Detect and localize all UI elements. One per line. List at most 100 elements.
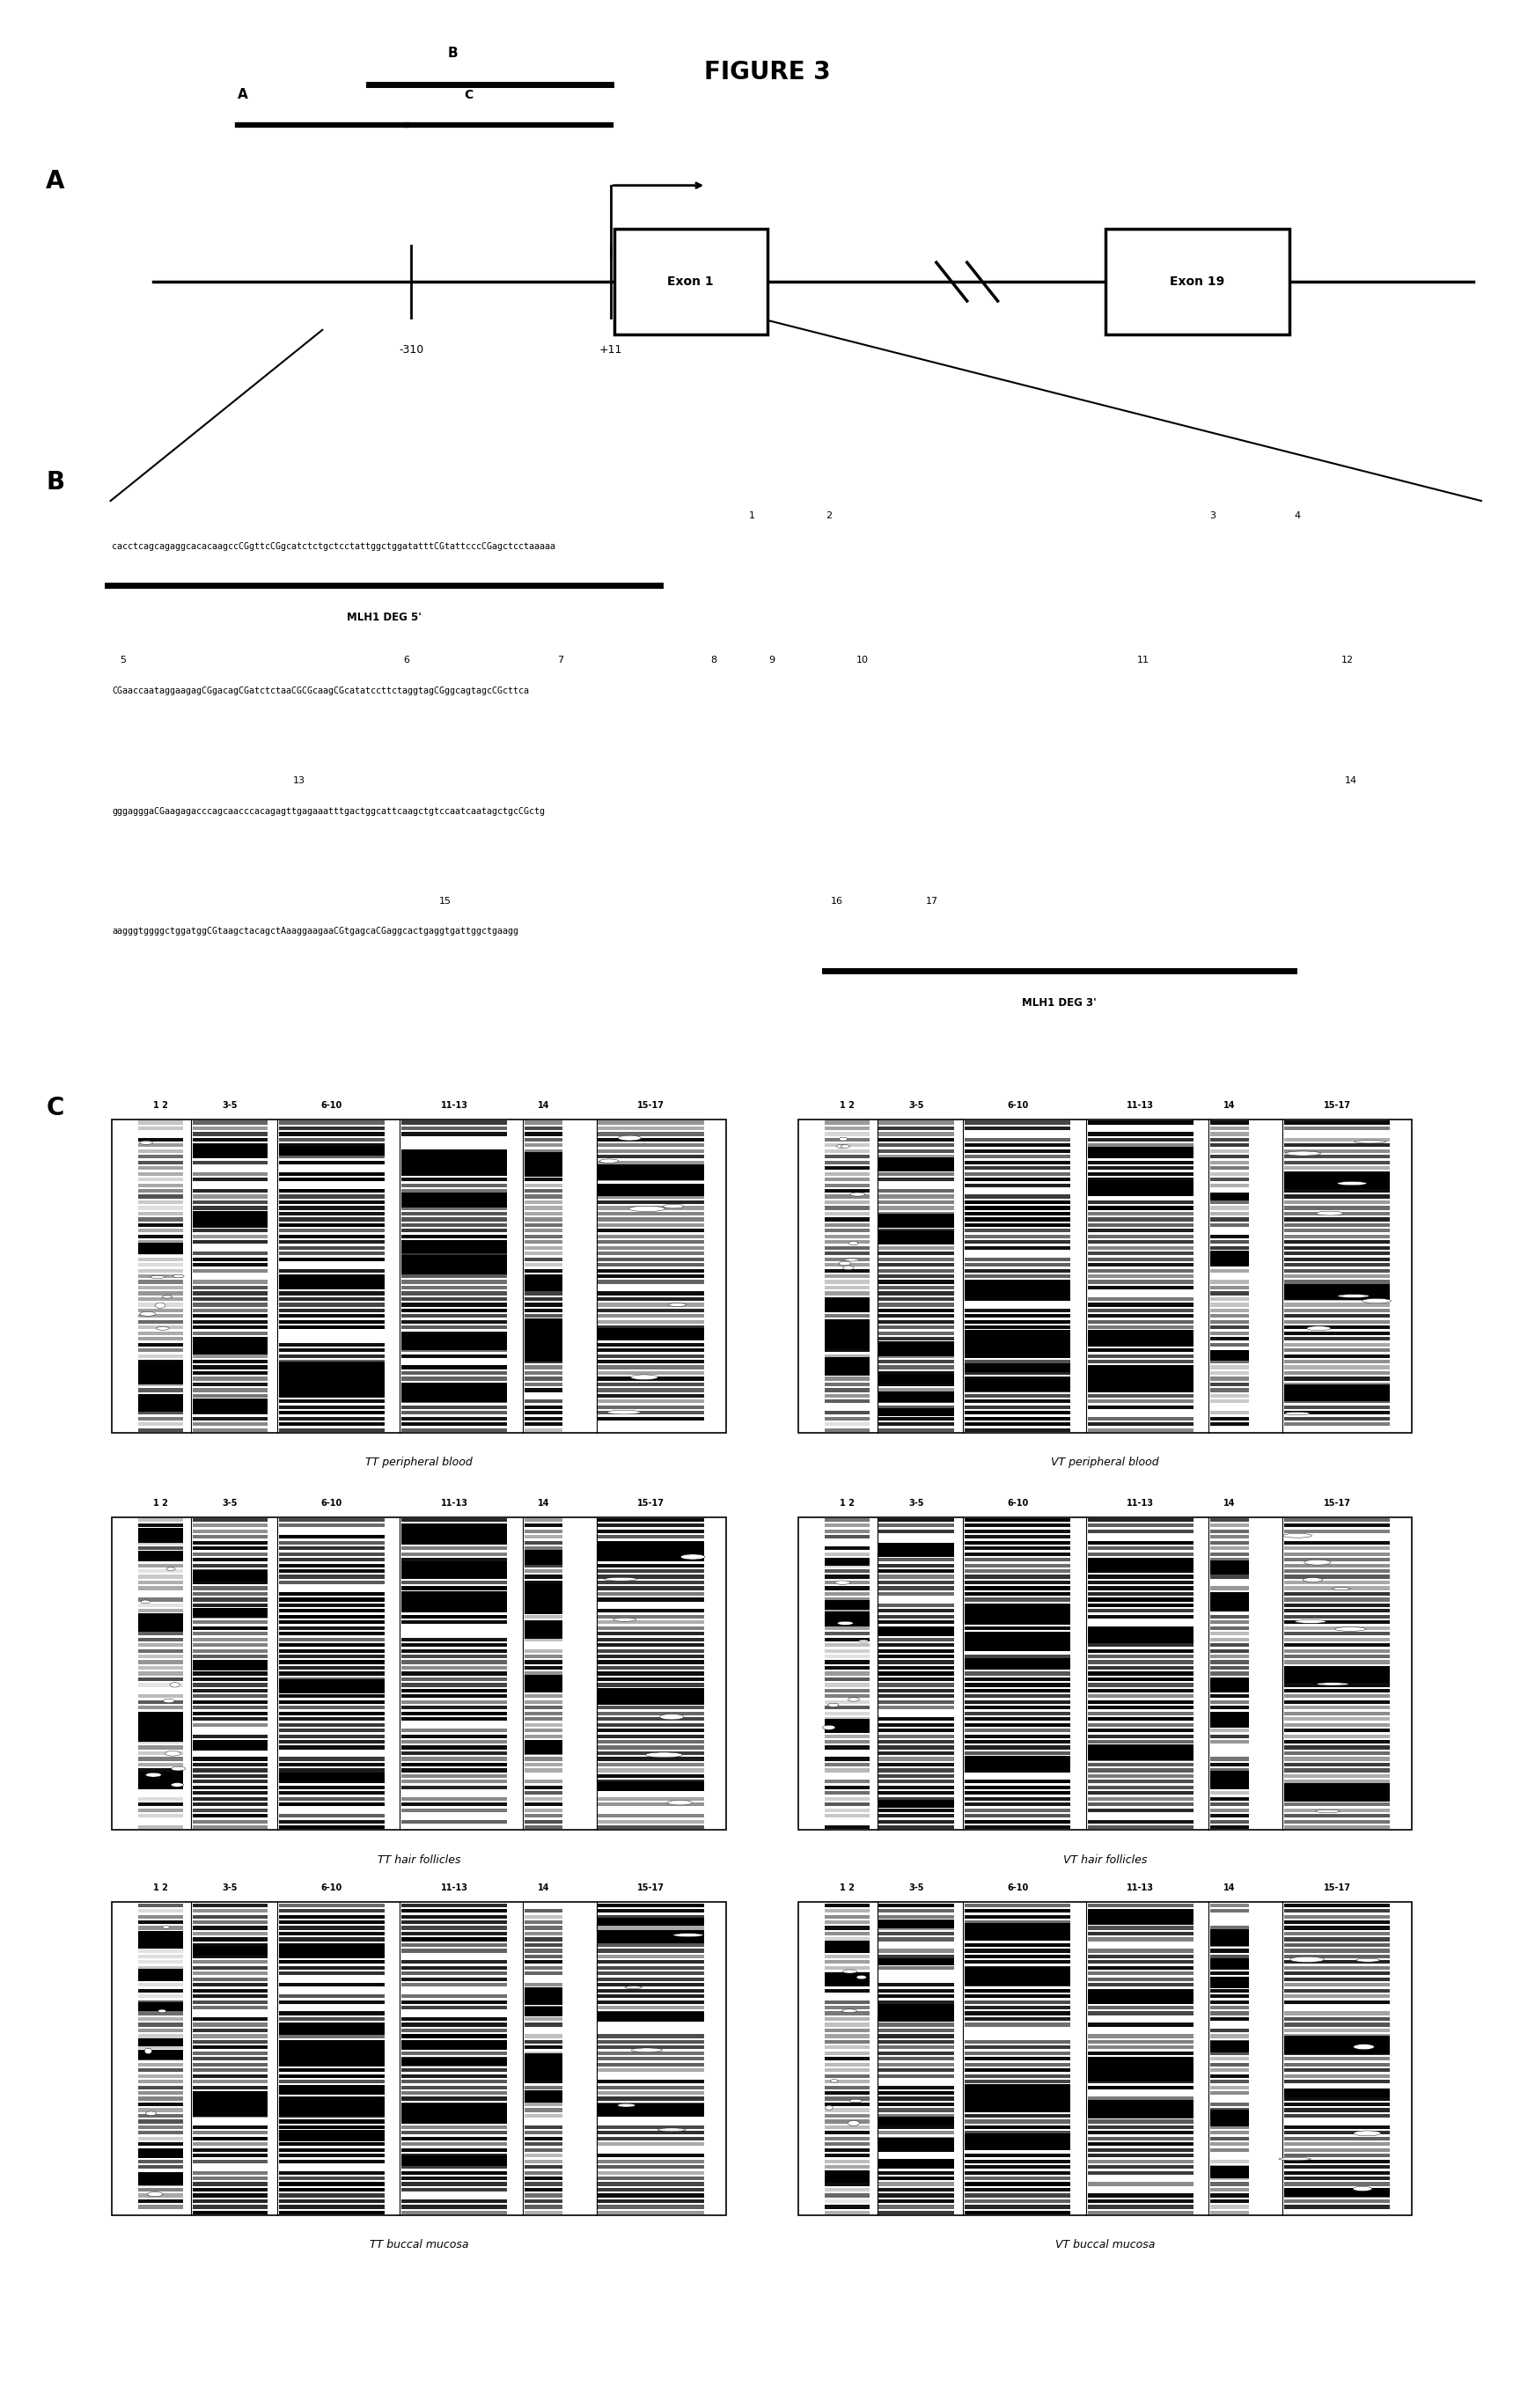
Bar <box>402 2102 508 2119</box>
Bar <box>878 1544 955 1558</box>
Ellipse shape <box>830 2081 838 2083</box>
Bar <box>599 1587 705 1589</box>
Bar <box>964 1546 1070 1551</box>
Bar <box>402 1411 508 1413</box>
Bar <box>878 1994 955 1999</box>
Bar <box>878 1269 955 1271</box>
Bar <box>1087 2172 1194 2174</box>
Ellipse shape <box>631 1375 659 1380</box>
Bar <box>1283 2160 1391 2162</box>
Text: 9: 9 <box>769 655 775 665</box>
Bar <box>1087 1642 1194 1647</box>
Bar <box>402 1153 508 1168</box>
Bar <box>824 1336 869 1341</box>
Bar <box>525 1139 563 1141</box>
Bar <box>878 2003 955 2023</box>
Bar <box>402 1587 508 1589</box>
Bar <box>1283 1609 1391 1613</box>
Bar <box>1283 1344 1391 1346</box>
Bar <box>525 1633 563 1635</box>
Bar <box>599 1320 705 1324</box>
Bar <box>599 1529 705 1534</box>
Bar <box>1283 1931 1391 1936</box>
Bar <box>1210 2081 1249 2083</box>
Bar <box>1283 2189 1391 2191</box>
Bar <box>878 1529 955 1534</box>
Bar <box>193 1202 267 1204</box>
Bar <box>138 2114 183 2117</box>
Bar <box>193 1780 267 1784</box>
Bar <box>1283 2073 1391 2078</box>
Bar <box>402 2109 508 2112</box>
Bar <box>824 2068 869 2071</box>
Bar <box>878 2131 955 2133</box>
Bar <box>1087 1563 1194 1568</box>
Bar <box>138 2023 183 2028</box>
Bar <box>402 1804 508 1806</box>
Bar <box>193 1344 267 1346</box>
Bar <box>599 1182 705 1187</box>
Bar <box>1283 1399 1391 1404</box>
Bar <box>1210 1223 1249 1226</box>
Bar <box>138 1553 183 1556</box>
Bar <box>1283 1804 1391 1806</box>
Bar <box>1210 2040 1249 2044</box>
Bar <box>138 1161 183 1163</box>
Bar <box>279 1353 384 1358</box>
Bar <box>824 1235 869 1238</box>
Bar <box>193 1767 267 1772</box>
Bar <box>1210 1977 1249 1982</box>
Bar <box>878 1825 955 1830</box>
Bar <box>138 1965 183 1970</box>
Bar <box>878 2052 955 2054</box>
Bar <box>525 1987 563 2003</box>
Ellipse shape <box>843 1267 853 1269</box>
Bar <box>402 2206 508 2208</box>
Bar <box>1210 1649 1249 1652</box>
Bar <box>824 1683 869 1686</box>
Text: 3-5: 3-5 <box>223 1100 238 1110</box>
Bar <box>402 1563 508 1568</box>
Bar <box>1210 1599 1249 1611</box>
Bar <box>279 1348 384 1351</box>
Bar <box>525 1584 563 1592</box>
Bar <box>193 1587 267 1589</box>
Bar <box>599 2085 705 2090</box>
Bar <box>193 1389 267 1392</box>
Bar <box>1087 2194 1194 2196</box>
Bar <box>1283 1235 1391 1238</box>
Bar <box>964 1399 1070 1404</box>
Bar <box>402 2182 508 2186</box>
Bar <box>1087 1139 1194 1141</box>
Bar <box>1210 1712 1249 1714</box>
Bar <box>878 1767 955 1772</box>
Bar <box>1087 1751 1194 1755</box>
Bar <box>878 1580 955 1584</box>
Bar <box>878 1902 955 1907</box>
Bar <box>878 1399 955 1404</box>
Bar <box>878 1411 955 1413</box>
Bar <box>1283 1712 1391 1714</box>
Bar <box>599 1712 705 1714</box>
Bar <box>599 1394 705 1397</box>
Bar <box>193 2052 267 2054</box>
Bar <box>525 1780 563 1784</box>
Bar <box>1283 1286 1391 1288</box>
Bar <box>1283 1385 1391 1401</box>
Bar <box>878 1120 955 1125</box>
Bar <box>1283 1315 1391 1317</box>
Ellipse shape <box>1296 1621 1326 1623</box>
Bar <box>525 1173 563 1175</box>
Bar <box>964 1943 1070 1946</box>
Bar <box>1283 1796 1391 1801</box>
Bar <box>964 1654 1070 1659</box>
Bar <box>138 2182 183 2186</box>
Bar <box>525 1910 563 1912</box>
Bar <box>964 2056 1070 2061</box>
Bar <box>279 1965 384 1970</box>
Bar <box>193 1575 267 1580</box>
Bar <box>1087 2153 1194 2158</box>
Bar <box>1210 1960 1249 1965</box>
Bar <box>964 1780 1070 1784</box>
Bar <box>525 1705 563 1710</box>
